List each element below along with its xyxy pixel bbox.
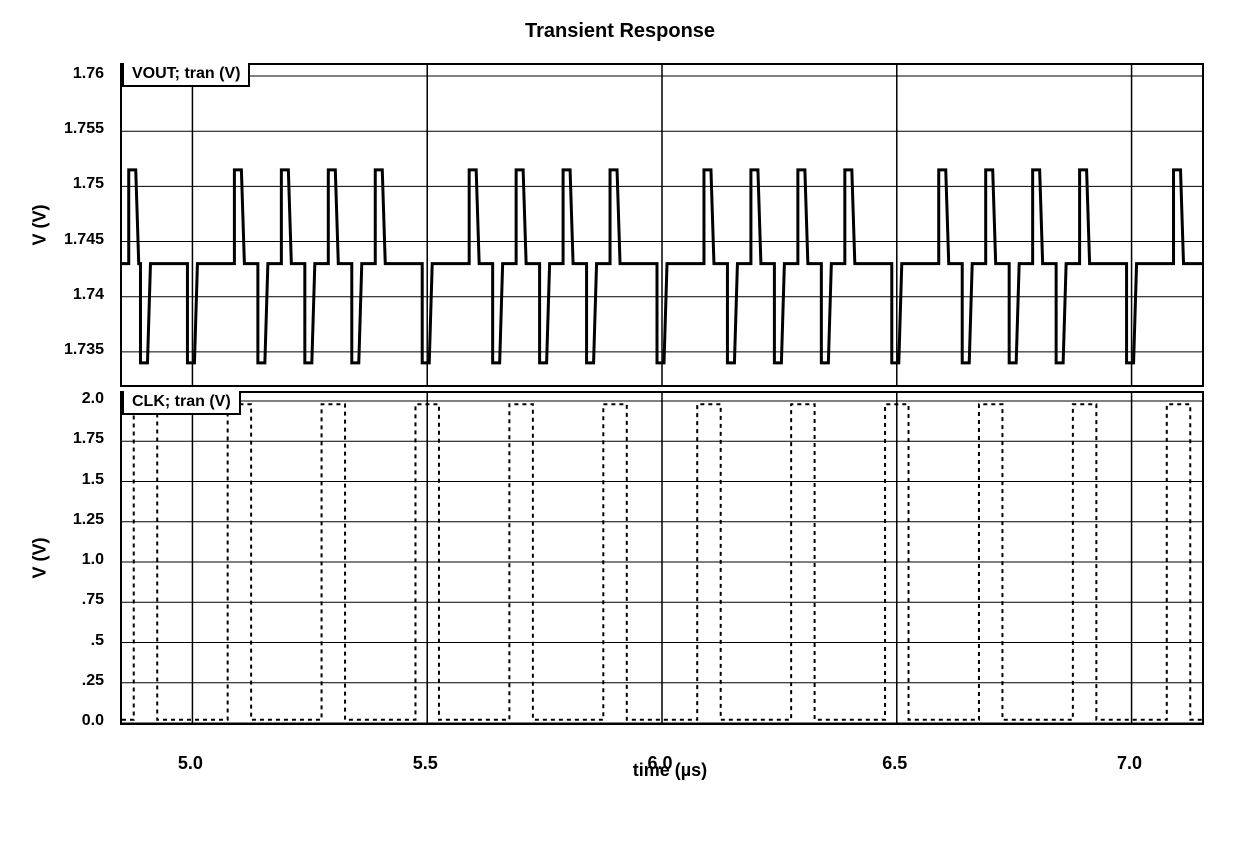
vout-waveform [122,65,1202,385]
y-tick-label: 1.25 [73,511,112,529]
y-tick-label: 1.735 [64,341,112,359]
x-tick-label: 7.0 [1117,753,1142,774]
chart-title: Transient Response [20,20,1220,43]
y-tick-label: 1.75 [73,430,112,448]
y-axis-label-vout: V (V) [30,204,51,245]
y-ticks-vout: 1.7351.741.7451.751.7551.76 [110,63,120,383]
x-tick-label: 6.0 [647,753,672,774]
plot-area-vout: VOUT; tran (V) [120,63,1204,387]
chart-container: Transient Response V (V) 1.7351.741.7451… [20,20,1220,781]
x-tick-label: 6.5 [882,753,907,774]
y-tick-label: 1.755 [64,120,112,138]
x-tick-label: 5.0 [178,753,203,774]
subplot-vout: V (V) 1.7351.741.7451.751.7551.76 VOUT; … [120,63,1220,387]
y-tick-label: .25 [82,672,112,690]
clk-waveform [122,393,1202,723]
subplot-clk: V (V) 0.0.25.5.751.01.251.51.752.0 CLK; … [120,391,1220,725]
y-tick-label: 2.0 [82,390,112,408]
y-ticks-clk: 0.0.25.5.751.01.251.51.752.0 [110,391,120,721]
plot-area-clk: CLK; tran (V) [120,391,1204,725]
y-tick-label: .75 [82,591,112,609]
y-tick-label: 1.75 [73,175,112,193]
trace-label-clk: CLK; tran (V) [122,391,241,415]
x-tick-label: 5.5 [413,753,438,774]
y-tick-label: 1.745 [64,231,112,249]
y-tick-label: 1.74 [73,286,112,304]
y-tick-label: 1.5 [82,471,112,489]
y-tick-label: 1.76 [73,65,112,83]
y-tick-label: 1.0 [82,551,112,569]
y-tick-label: .5 [91,632,112,650]
trace-label-vout: VOUT; tran (V) [122,63,250,87]
y-tick-label: 0.0 [82,712,112,730]
y-axis-label-clk: V (V) [30,537,51,578]
